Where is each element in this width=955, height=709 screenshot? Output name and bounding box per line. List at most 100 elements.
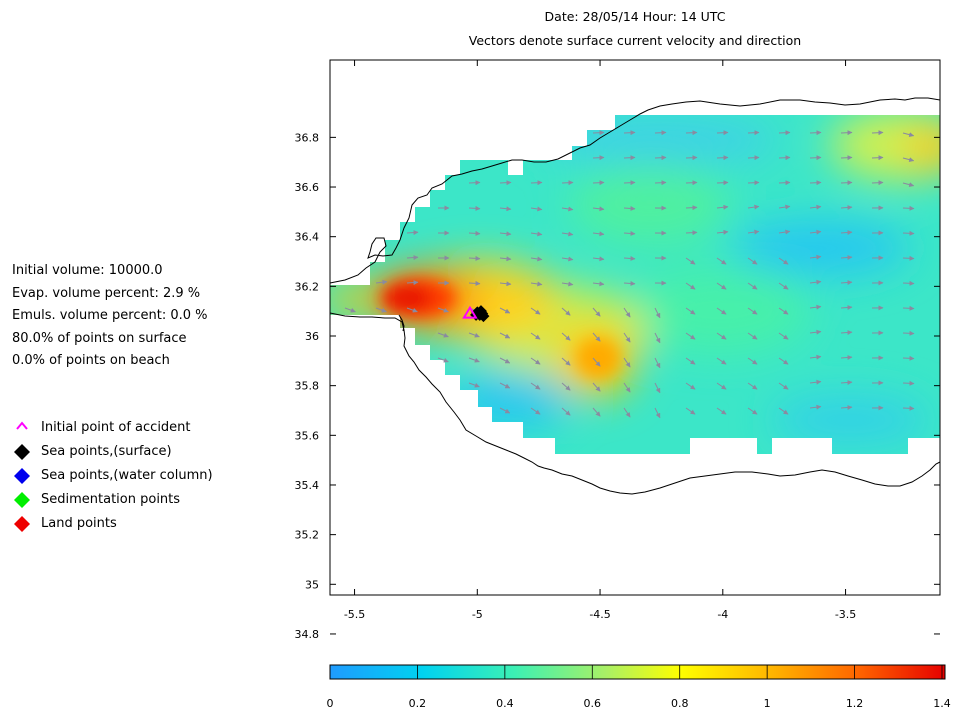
current-vector [716, 407, 727, 415]
colorbar-tick-label: 0.6 [584, 697, 602, 709]
current-vector [530, 382, 541, 390]
legend-label: Sea points,(surface) [41, 444, 172, 459]
legend-item-sedimentation: Sedimentation points [14, 488, 213, 512]
legend-item-water-column: Sea points,(water column) [14, 464, 213, 488]
current-vector [902, 305, 915, 311]
current-vector [499, 180, 512, 186]
current-vector [654, 357, 661, 369]
current-vector [623, 357, 631, 368]
current-vector [561, 407, 571, 416]
current-vector [499, 357, 511, 364]
current-vector [685, 282, 696, 290]
current-vector [530, 332, 541, 340]
map-frame [329, 59, 941, 596]
current-vector [716, 257, 727, 265]
current-vector [902, 330, 915, 336]
current-vector [840, 155, 853, 161]
current-vector [530, 180, 543, 186]
oil-stats-panel: Initial volume: 10000.0 Evap. volume per… [12, 260, 208, 373]
current-vector [809, 254, 822, 260]
current-vector [778, 407, 789, 415]
current-vector [499, 332, 511, 339]
current-vector [840, 254, 853, 260]
current-vector [654, 155, 667, 161]
current-vector [654, 332, 661, 344]
current-vector [685, 357, 696, 365]
current-vector [623, 382, 631, 393]
diamond-icon [14, 516, 30, 532]
current-vector [747, 155, 760, 161]
current-vector [778, 307, 789, 315]
current-vector [685, 382, 696, 390]
current-vector [685, 407, 696, 415]
velocity-field [330, 115, 940, 454]
colorbar-tick-label: 0.2 [409, 697, 427, 709]
current-vector [437, 307, 449, 313]
current-vector [778, 257, 789, 265]
current-vector [654, 407, 661, 419]
current-vector [871, 180, 884, 186]
colorbar-tick-label: 1 [764, 697, 771, 709]
legend-label: Sedimentation points [41, 492, 181, 507]
diamond-icon [14, 468, 30, 484]
diamond-icon [14, 492, 30, 508]
current-vector [747, 382, 758, 390]
current-vector [530, 407, 541, 415]
current-vector [654, 307, 661, 319]
current-vector [623, 407, 631, 418]
current-vector [809, 204, 822, 210]
current-vector [840, 180, 853, 186]
current-vector [902, 255, 915, 261]
y-tick-label: 36 [305, 330, 319, 343]
colorbar [329, 664, 946, 680]
current-vector [685, 180, 698, 186]
colorbar-tick-label: 0 [327, 697, 334, 709]
legend-item-accident: Initial point of accident [14, 416, 213, 440]
colorbar-tick-label: 0.4 [496, 697, 514, 709]
current-vector [344, 307, 356, 313]
current-vector [902, 280, 915, 286]
y-tick-label: 36.4 [295, 231, 320, 244]
y-tick-label: 36.6 [295, 181, 320, 194]
current-vector [902, 355, 915, 361]
current-vector [561, 307, 571, 316]
current-vector [840, 329, 853, 335]
current-vector [716, 357, 727, 365]
colorbar-tick-label: 1.2 [846, 697, 864, 709]
current-vector [840, 279, 853, 285]
current-vector [468, 280, 481, 286]
current-vector [747, 332, 758, 340]
current-vector [406, 280, 419, 286]
x-axis: -5.5 -5 -4.5 -4 -3.5 [344, 60, 856, 621]
colorbar-ticks: 0 0.2 0.4 0.6 0.8 1 1.2 1.4 [327, 665, 951, 709]
current-vector [902, 182, 915, 188]
x-tick-label: -5.5 [344, 608, 365, 621]
current-vector [592, 382, 601, 392]
current-vector [747, 357, 758, 365]
current-vector [685, 257, 696, 265]
current-vector [809, 379, 822, 385]
surface-points-text: 80.0% of points on surface [12, 330, 187, 346]
current-vector [468, 382, 480, 388]
legend-item-land: Land points [14, 512, 213, 536]
y-tick-label: 34.8 [295, 628, 320, 641]
current-vector [716, 155, 729, 161]
current-vector [561, 382, 571, 391]
current-vector [871, 155, 884, 161]
current-vector [902, 380, 915, 386]
current-vector [623, 230, 636, 236]
current-vector [747, 307, 758, 315]
evaporation-percent-text: Evap. volume percent: 2.9 % [12, 285, 201, 301]
current-vector [902, 230, 915, 236]
current-vector [530, 281, 543, 287]
current-vector [778, 155, 791, 161]
current-vector [406, 255, 419, 261]
current-vector [716, 332, 727, 340]
current-vector [809, 229, 822, 235]
current-vector [592, 307, 601, 317]
coastline [329, 97, 941, 495]
current-vector [561, 357, 571, 366]
y-tick-label: 36.2 [295, 280, 320, 293]
current-vector [778, 357, 789, 365]
y-tick-label: 35.2 [295, 529, 320, 542]
